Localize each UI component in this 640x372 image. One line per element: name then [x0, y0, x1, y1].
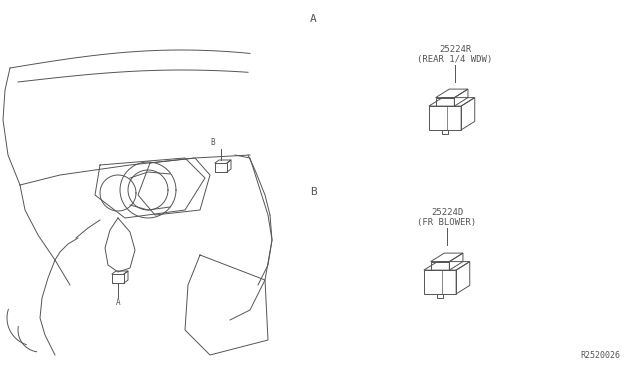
Text: 25224R: 25224R	[439, 45, 471, 54]
Text: R2520026: R2520026	[580, 351, 620, 360]
Text: B: B	[310, 187, 317, 197]
Text: A: A	[116, 298, 120, 307]
Text: B: B	[210, 138, 214, 147]
Text: (REAR 1/4 WDW): (REAR 1/4 WDW)	[417, 55, 493, 64]
Text: A: A	[310, 14, 317, 24]
Text: (FR BLOWER): (FR BLOWER)	[417, 218, 477, 227]
Text: 25224D: 25224D	[431, 208, 463, 217]
